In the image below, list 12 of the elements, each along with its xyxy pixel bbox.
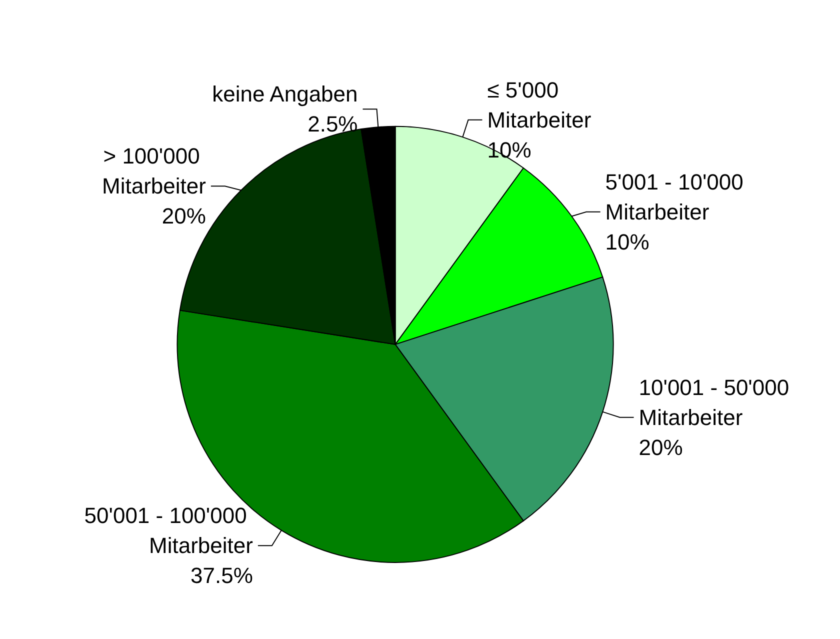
slice-label: 50'001 - 100'000 Mitarbeiter	[84, 503, 253, 558]
data-label: 20%	[638, 434, 683, 460]
data-label: 2.5%	[308, 112, 358, 137]
data-label: 10%	[487, 137, 532, 162]
slice-label: > 100'000 Mitarbeiter	[102, 144, 206, 199]
slice-label: 5'001 - 10'000 Mitarbeiter	[605, 169, 750, 224]
data-label: 20%	[162, 204, 206, 229]
data-label: 37.5%	[190, 563, 253, 588]
slice-label: keine Angaben	[212, 82, 358, 107]
data-label: 10%	[605, 229, 650, 254]
slice-label: ≤ 5'000 Mitarbeiter	[487, 77, 592, 132]
slice-label: 10'001 - 50'000 Mitarbeiter	[638, 374, 796, 430]
